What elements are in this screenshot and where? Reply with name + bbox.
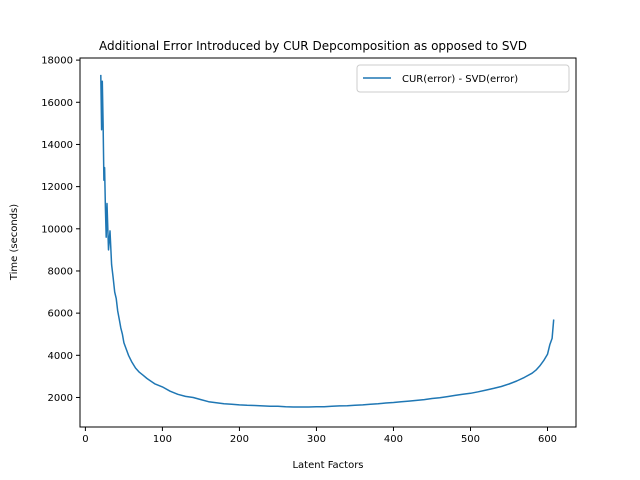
x-tick-label: 500 — [461, 434, 480, 445]
y-tick-label: 6000 — [48, 309, 73, 320]
y-tick-label: 8000 — [48, 266, 73, 277]
y-tick-label: 14000 — [41, 140, 73, 151]
y-tick-label: 16000 — [41, 98, 73, 109]
plot-frame — [79, 57, 577, 428]
legend-box — [356, 64, 570, 93]
y-tick-label: 10000 — [41, 224, 73, 235]
series-line — [100, 74, 555, 408]
x-axis-label: Latent Factors — [292, 460, 363, 471]
y-tick-label: 4000 — [48, 351, 73, 362]
legend: CUR(error) - SVD(error) — [356, 64, 570, 93]
legend-series-label: CUR(error) - SVD(error) — [402, 74, 518, 85]
x-tick-label: 100 — [153, 434, 172, 445]
x-tick-label: 0 — [82, 434, 88, 445]
chart-title: Additional Error Introduced by CUR Depco… — [99, 39, 527, 53]
plot-series — [100, 74, 555, 408]
x-tick-label: 600 — [538, 434, 557, 445]
x-tick-label: 200 — [230, 434, 249, 445]
x-tick-label: 400 — [384, 434, 403, 445]
y-tick-label: 2000 — [48, 393, 73, 404]
y-axis-label: Time (seconds) — [9, 204, 20, 281]
x-tick-label: 300 — [307, 434, 326, 445]
y-tick-label: 12000 — [41, 182, 73, 193]
y-tick-label: 18000 — [41, 56, 73, 67]
axis-ticks: 0 100 200 300 400 500 600 2000 4000 6000 8000 10000… — [41, 56, 557, 445]
